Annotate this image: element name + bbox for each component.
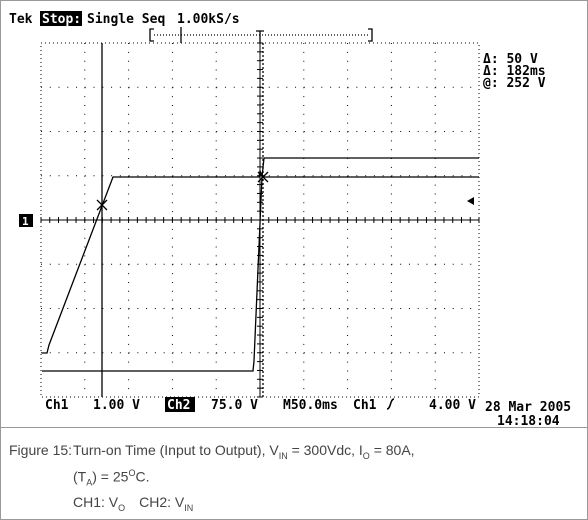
caption-line: (TA) = 25OC. [73, 468, 149, 487]
ch2-scale: 75.0 V [211, 398, 258, 413]
text: CH1: V [73, 494, 119, 510]
waveforms [42, 27, 479, 397]
status-box [40, 11, 82, 26]
readout: Δ: 50 V [483, 52, 538, 67]
brand: Tek [9, 12, 33, 27]
sub: O [362, 450, 370, 461]
trigger-level: 4.00 V [429, 398, 476, 413]
sub: IN [278, 450, 288, 461]
sup: O [128, 468, 136, 478]
text: Turn-on Time (Input to Output), V [73, 442, 279, 458]
mode: Single Seq [87, 12, 165, 27]
ch1-scale: 1.00 V [93, 398, 140, 413]
ch1-marker: 1 [22, 215, 29, 228]
readouts: Δ: 50 V Δ: 182ms @: 252 V [483, 52, 546, 91]
ch2-box [165, 397, 195, 412]
ch2-label: Ch2 [167, 398, 190, 413]
text: (T [73, 468, 87, 485]
sub: A [86, 477, 93, 488]
ch1-label: Ch1 [45, 398, 69, 413]
ch2-trace [42, 157, 479, 372]
sub: IN [184, 502, 194, 513]
date: 28 Mar 2005 [485, 400, 571, 415]
status: Stop: [42, 12, 81, 27]
trigger-position [256, 30, 264, 43]
caption-line: CH1: VO CH2: VIN [73, 494, 193, 513]
readout: @: 252 V [483, 76, 546, 91]
text: CH2: V [139, 494, 185, 510]
trigger-slope [386, 398, 395, 410]
text: ) = 25 [92, 468, 129, 485]
ch1-marker-box [19, 214, 33, 227]
timebase: M50.0ms [283, 398, 338, 413]
cursor-marks [96, 171, 269, 211]
caption: Figure 15: Turn-on Time (Input to Output… [1, 427, 587, 519]
trigger-source: Ch1 [353, 398, 377, 413]
text: C. [135, 468, 150, 485]
footer: Ch1 1.00 V Ch2 75.0 V M50.0ms Ch1 4.00 V… [45, 397, 571, 429]
sub: O [118, 502, 126, 513]
text: = 80A, [369, 442, 415, 458]
trigger-arrow [467, 197, 474, 205]
scope-screen: Tek Stop: Single Seq 1.00kS/s Δ: 50 V Δ:… [9, 11, 571, 429]
text: = 300Vdc, I [287, 442, 363, 458]
sample-rate: 1.00kS/s [177, 12, 240, 27]
time: 14:18:04 [497, 414, 560, 427]
caption-label: Figure 15: [9, 442, 73, 458]
caption-line: Turn-on Time (Input to Output), VIN = 30… [73, 442, 415, 461]
readout: Δ: 182ms [483, 64, 546, 79]
record-bracket [149, 27, 373, 43]
